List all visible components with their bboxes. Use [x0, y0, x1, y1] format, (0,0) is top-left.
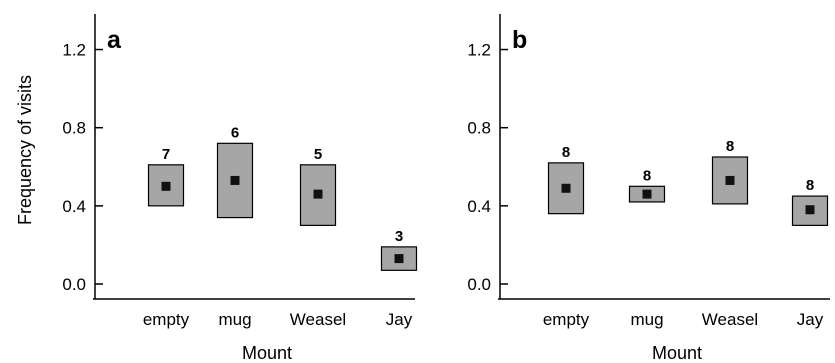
range-box: [147, 164, 185, 207]
x-category-label: mug: [630, 310, 663, 329]
x-category-label: empty: [543, 310, 590, 329]
x-category-label: Jay: [386, 310, 413, 329]
y-tick-label: 0.4: [62, 197, 86, 216]
sample-size-label: 8: [643, 167, 651, 184]
mean-marker: [805, 205, 815, 215]
sample-size-label: 5: [314, 146, 322, 163]
panel-letter: b: [512, 26, 527, 54]
panel-a: 0.0 0.4 0.8 1.2 a 7 empty 6 mug 5 Weasel 3 Jay Mount: [62, 14, 418, 363]
x-category-label: Weasel: [702, 310, 758, 329]
mean-marker: [313, 189, 323, 199]
y-tick-label: 0.8: [62, 119, 86, 138]
y-tick-label: 0.0: [62, 275, 86, 294]
y-tick-label: 0.0: [467, 275, 491, 294]
mean-marker: [161, 181, 171, 191]
mean-marker: [642, 189, 652, 199]
panel-letter: a: [107, 26, 122, 54]
y-tick-label: 1.2: [467, 41, 491, 60]
mean-marker: [725, 175, 735, 185]
x-axis-title: Mount: [652, 343, 702, 363]
x-category-label: Jay: [797, 310, 824, 329]
x-category-label: Weasel: [290, 310, 346, 329]
x-category-label: empty: [143, 310, 190, 329]
y-tick-label: 0.8: [467, 119, 491, 138]
y-axis-title: Frequency of visits: [15, 75, 35, 225]
mean-marker: [394, 254, 404, 264]
y-tick-label: 1.2: [62, 41, 86, 60]
mean-marker: [561, 183, 571, 193]
x-axis-title: Mount: [242, 343, 292, 363]
panel-b: 0.0 0.4 0.8 1.2 b 8 empty 8 mug 8 Weasel 8 Jay Mount: [467, 14, 830, 363]
sample-size-label: 8: [806, 177, 814, 194]
sample-size-label: 8: [562, 144, 570, 161]
sample-size-label: 8: [726, 138, 734, 155]
y-tick-label: 0.4: [467, 197, 491, 216]
x-category-label: mug: [218, 310, 251, 329]
mean-marker: [230, 175, 240, 185]
sample-size-label: 3: [395, 228, 403, 245]
sample-size-label: 6: [231, 124, 239, 141]
sample-size-label: 7: [162, 146, 170, 163]
